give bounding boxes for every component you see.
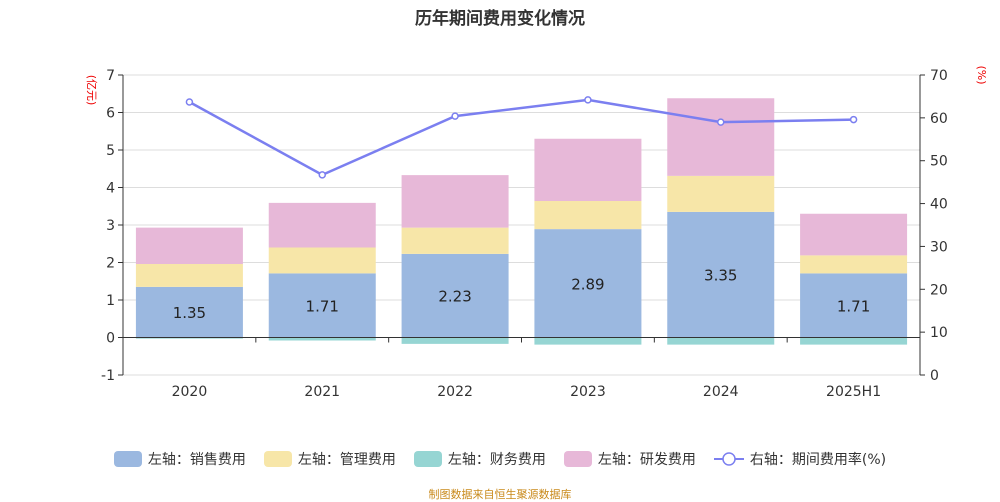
legend-label: 右轴：期间费用率(%): [749, 452, 887, 468]
bar--2020: [135, 264, 243, 287]
bar--2021: [268, 273, 376, 338]
bar--2021: [268, 337, 376, 341]
bar--2021: [268, 247, 376, 274]
rate-point: [318, 171, 326, 179]
bar--2020: [135, 286, 243, 338]
rate-point: [451, 112, 459, 120]
legend-label: 左轴：研发费用: [597, 452, 696, 468]
bar--2022: [401, 253, 509, 338]
bar--2022: [401, 175, 509, 228]
right-tick-label: 0: [930, 368, 939, 384]
chart-title: 历年期间费用变化情况: [415, 9, 585, 29]
right-tick-label: 70: [930, 68, 948, 84]
legend-label: 左轴：管理费用: [297, 452, 396, 468]
bar--2022: [401, 337, 509, 344]
bar--2024: [667, 175, 775, 212]
rate-point: [584, 96, 592, 104]
bar--2021: [268, 202, 376, 248]
x-tick-label: 2021: [304, 384, 340, 400]
legend-swatch: [563, 451, 592, 467]
left-tick-label: -1: [101, 368, 115, 384]
right-tick-label: 60: [930, 111, 948, 127]
legend-item[interactable]: 右轴：期间费用率(%): [713, 449, 887, 469]
source-footer: 制图数据来自恒生聚源数据库: [428, 488, 572, 501]
legend-item[interactable]: 左轴：研发费用: [563, 449, 696, 469]
left-tick-label: 4: [106, 181, 115, 197]
x-tick-label: 2020: [172, 384, 208, 400]
legend-label: 左轴：销售费用: [147, 452, 246, 468]
left-tick-label: 3: [106, 218, 115, 234]
bar--2023: [534, 138, 642, 201]
left-tick-label: 0: [106, 331, 115, 347]
bar--2024: [667, 337, 775, 345]
rate-point: [717, 118, 725, 126]
bar--2022: [401, 227, 509, 254]
legend-swatch: [263, 451, 292, 467]
bar-data-label: 2.89: [571, 275, 604, 293]
x-tick-label: 2023: [570, 384, 606, 400]
bar-data-label: 1.35: [173, 304, 206, 322]
rate-line: [188, 98, 854, 177]
right-tick-label: 50: [930, 154, 948, 170]
bar-data-label: 1.71: [837, 297, 870, 315]
legend-line-marker-icon: [713, 452, 744, 466]
left-tick-label: 7: [106, 68, 115, 84]
left-tick-label: 5: [106, 143, 115, 159]
bar--2025H1: [800, 273, 908, 338]
legend-label: 左轴：财务费用: [447, 452, 546, 468]
legend-item[interactable]: 左轴：管理费用: [263, 449, 396, 469]
bar--2023: [534, 229, 642, 338]
bar--2023: [534, 337, 642, 345]
right-tick-label: 30: [930, 239, 948, 255]
bar--2020: [135, 227, 243, 264]
right-axis-unit: (%): [975, 65, 988, 84]
bar--2025H1: [800, 255, 908, 274]
x-tick-label: 2025H1: [826, 384, 881, 400]
x-tick-label: 2022: [437, 384, 473, 400]
bar-data-label: 2.23: [438, 288, 471, 306]
bar--2023: [534, 201, 642, 230]
legend-swatch: [413, 451, 442, 467]
bar--2025H1: [800, 337, 908, 345]
rate-point: [185, 98, 194, 106]
bar--2025H1: [800, 213, 908, 256]
left-tick-label: 6: [106, 106, 115, 122]
legend-item[interactable]: 左轴：财务费用: [413, 449, 546, 469]
legend-swatch: [113, 451, 142, 467]
left-axis-unit: (亿元): [85, 75, 98, 106]
legend-item[interactable]: 左轴：销售费用: [113, 449, 246, 469]
x-tick-label: 2024: [703, 384, 739, 400]
bar--2024: [667, 211, 775, 338]
bar-data-label: 3.35: [704, 267, 737, 285]
legend: 左轴：销售费用 左轴：管理费用 左轴：财务费用 左轴：研发费用 右轴：期间费用率(%): [0, 449, 1000, 469]
right-tick-label: 10: [930, 325, 948, 341]
right-tick-label: 20: [930, 282, 948, 298]
bar-data-label: 1.71: [306, 297, 339, 315]
right-tick-label: 40: [930, 197, 948, 213]
left-tick-label: 1: [106, 293, 115, 309]
rate-point: [849, 115, 858, 124]
bar--2024: [667, 98, 775, 176]
left-tick-label: 2: [106, 256, 115, 272]
bar--2020: [135, 337, 243, 339]
